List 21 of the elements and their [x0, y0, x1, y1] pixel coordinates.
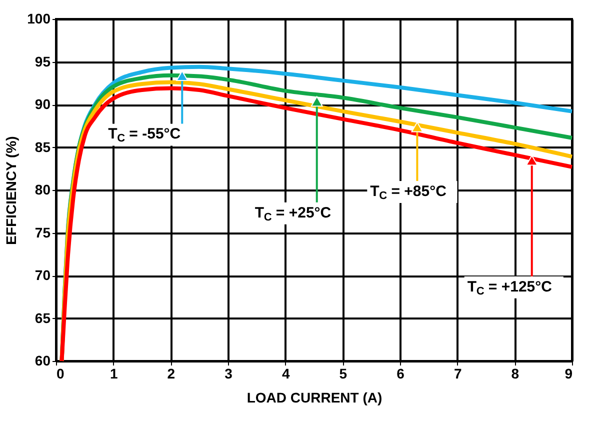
x-axis-title: LOAD CURRENT (A) — [246, 390, 382, 406]
x-tick-label: 0 — [56, 366, 64, 382]
y-tick-label: 65 — [34, 310, 51, 326]
x-tick-label: 8 — [511, 366, 520, 382]
x-tick-label: 9 — [564, 366, 573, 382]
x-tick-label: 6 — [396, 366, 405, 382]
y-tick-label: 100 — [27, 10, 51, 26]
y-tick-label: 75 — [34, 224, 51, 240]
x-tick-label: 3 — [224, 366, 233, 382]
y-tick-label: 95 — [34, 53, 51, 70]
x-tick-label: 7 — [454, 366, 462, 382]
y-tick-label: 70 — [34, 267, 51, 283]
x-tick-label: 1 — [110, 366, 118, 382]
y-axis-title: EFFICIENCY (%) — [3, 136, 20, 245]
x-tick-label: 5 — [339, 366, 348, 382]
y-tick-label: 90 — [34, 96, 51, 112]
x-tick-label: 2 — [167, 366, 176, 382]
x-tick-label: 4 — [282, 366, 290, 382]
y-tick-label: 60 — [34, 352, 51, 368]
y-tick-label: 85 — [34, 138, 51, 155]
y-tick-label: 80 — [34, 182, 51, 198]
